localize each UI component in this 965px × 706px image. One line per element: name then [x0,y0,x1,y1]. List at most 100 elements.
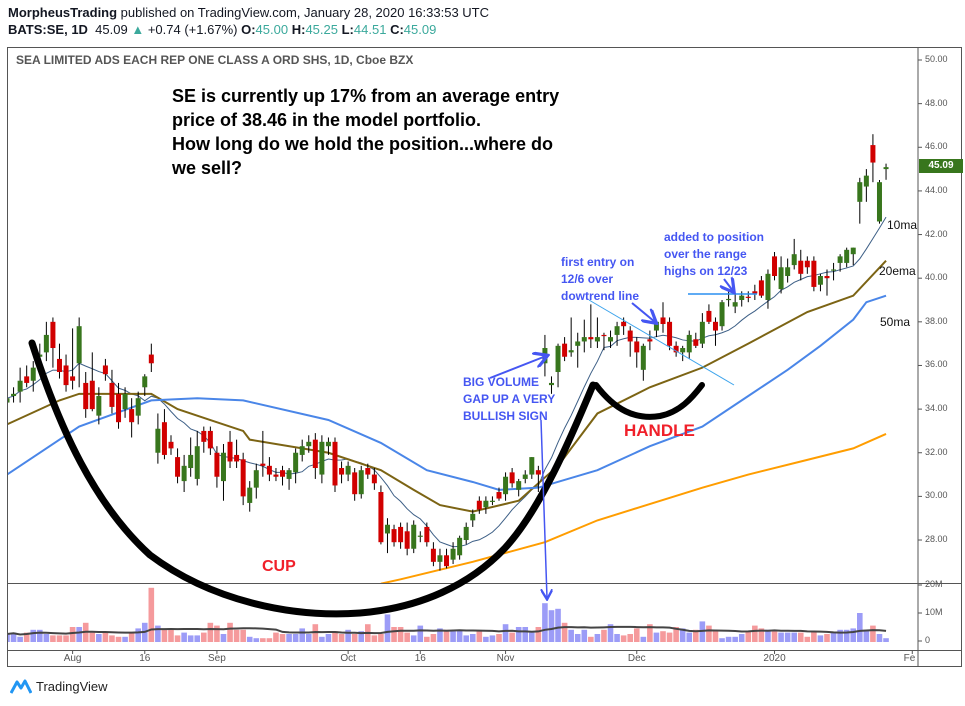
candle-body [831,269,837,271]
volume-bar [483,636,489,642]
volume-bar [489,635,496,642]
candle-down [83,372,89,418]
cup-curve[interactable] [28,339,597,618]
candle-body [555,345,561,373]
volume-bar [345,629,351,642]
volume-bar [338,634,345,642]
10ma-line [8,216,887,548]
time-tick-label: Oct [340,653,356,664]
volume-bar [148,587,155,642]
candle-down [398,522,404,549]
candle-body [260,463,266,466]
candle-body [345,465,351,475]
commentary-line: price of 38.46 in the model portfolio. [172,110,482,130]
candle-body [470,513,476,521]
candle-down [752,284,758,301]
candle-body [503,476,509,495]
volume-bar [640,636,647,642]
candle-up [253,463,259,499]
candle-body [181,465,187,482]
candle-up [293,448,299,484]
candle-body [680,348,686,353]
candle-up [463,522,469,545]
volume-bar [305,634,312,642]
price-tick-label: 38.00 [925,315,948,326]
volume-bar [246,636,253,642]
volume-bar [96,634,102,642]
candle-body [109,382,115,407]
volume-bar [102,632,109,642]
first-entry-arrow[interactable] [631,302,655,322]
candle-body [857,182,863,202]
candle-up [837,254,843,272]
candle-body [673,345,679,353]
volume-bar [161,629,168,642]
candles [8,134,889,571]
candle-body [378,492,384,543]
ma50-label: 50ma [880,315,911,329]
candle-up [8,398,10,403]
volume-bar [568,629,574,642]
candle-down [712,317,718,346]
candle-down [234,439,240,469]
volume-bar [443,629,450,642]
volume-bar [201,632,207,642]
volume-bar [666,632,673,642]
volume-bar [292,634,299,642]
drawings[interactable] [28,279,757,618]
symbol-label: BATS:SE, 1D [8,22,88,37]
added-arrow[interactable] [724,279,733,291]
candle-body [234,454,240,462]
candle-down [273,468,279,482]
downtrend-line[interactable] [588,299,735,386]
volume-bar [371,635,378,642]
candle-down [332,437,338,493]
volume-bar [109,635,115,642]
candle-body [489,500,495,502]
candle-down [161,409,167,460]
volume-bar [627,634,633,642]
volume-bar [456,629,463,642]
candle-up [791,238,797,270]
candle-down [168,435,174,455]
candle-body [863,175,869,187]
candle-down [312,433,318,479]
price-tick-label: 32.00 [925,446,948,457]
volume-bar [778,632,784,642]
candle-up [450,542,456,565]
note-line: dowtrend line [561,289,639,303]
cup-label: CUP [262,558,296,575]
note-line: first entry on [561,255,635,269]
candle-body [247,487,253,503]
tradingview-logo[interactable]: TradingView [10,678,108,694]
candle-up [11,387,17,403]
candle-up [181,454,187,493]
first-entry-note: first entry on 12/6 over dowtrend line [561,254,639,305]
volume-bar [883,638,889,642]
chart-frame [7,47,962,667]
candle-up [581,319,587,353]
volume-bar [797,632,804,642]
author-name[interactable]: MorpheusTrading [8,5,118,20]
candle-up [516,478,522,497]
volume-bar [358,631,365,642]
candle-body [529,457,535,475]
candle-body [161,422,167,455]
candle-up [122,387,128,418]
candle-up [863,169,869,202]
volume-bar [660,631,666,642]
candle-up [817,273,823,292]
candle-body [286,470,292,479]
candle-down [804,256,810,274]
gap-arrow[interactable] [489,356,546,379]
volume-bar [496,634,502,642]
candle-body [266,465,272,475]
candle-body [175,457,181,477]
handle-curve[interactable] [593,382,705,420]
price-tick-label: 34.00 [925,403,948,414]
candle-body [870,145,876,163]
candle-body [608,337,614,342]
volume-arrow[interactable] [540,419,547,598]
volume-bar [76,627,82,642]
